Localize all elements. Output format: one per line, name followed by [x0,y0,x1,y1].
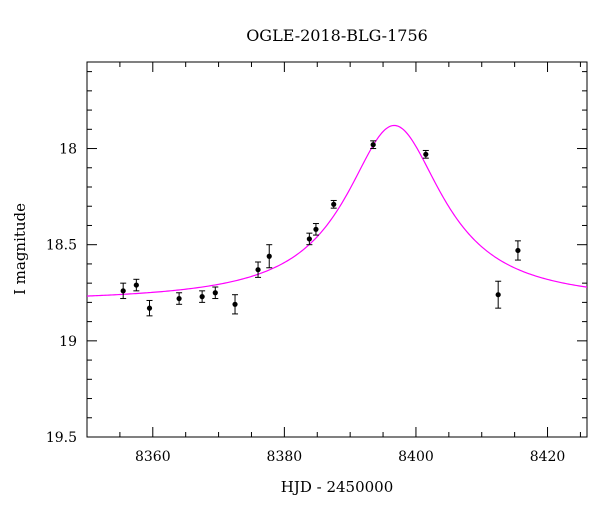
data-point [255,261,262,278]
data-point [146,299,153,317]
data-point [370,140,377,150]
point-marker [133,282,139,288]
data-point [199,290,206,303]
data-point [176,292,183,305]
y-tick-label: 18 [59,142,77,158]
y-axis-label: I magnitude [11,203,29,295]
y-tick-label: 19.5 [46,430,77,446]
tick-labels: 8360 8380 8400 8420 18 18.5 19 19.5 [46,142,566,465]
plot-frame [86,61,588,438]
data-point [422,149,429,159]
point-marker [266,253,272,259]
point-marker [423,151,429,157]
x-tick-label: 8360 [135,449,171,465]
data-point [514,240,521,261]
data-point [495,280,502,309]
x-tick-label: 8380 [267,449,303,465]
data-points [120,140,521,317]
point-marker [146,305,153,311]
point-marker [232,301,238,307]
point-marker [370,142,376,148]
data-point [306,232,313,246]
point-marker [495,292,501,298]
axis-ticks [86,62,587,438]
chart-title: OGLE-2018-BLG-1756 [246,26,428,45]
data-point [330,199,337,209]
data-point [232,294,239,315]
point-marker [515,247,521,254]
data-point [212,286,219,300]
point-marker [313,226,319,232]
point-marker [120,288,126,294]
data-point [266,244,273,269]
point-marker [176,295,182,302]
data-point [133,278,140,292]
point-marker [212,290,218,296]
point-marker [306,236,312,242]
x-axis-label: HJD - 2450000 [281,478,394,496]
point-marker [331,201,337,207]
point-marker [255,267,261,273]
data-point [312,223,319,236]
y-tick-label: 18.5 [46,238,77,254]
y-tick-label: 19 [59,334,77,350]
x-tick-label: 8400 [398,449,434,465]
model-curve [86,124,588,297]
x-tick-label: 8420 [530,449,566,465]
data-point [120,282,127,300]
point-marker [199,294,205,300]
